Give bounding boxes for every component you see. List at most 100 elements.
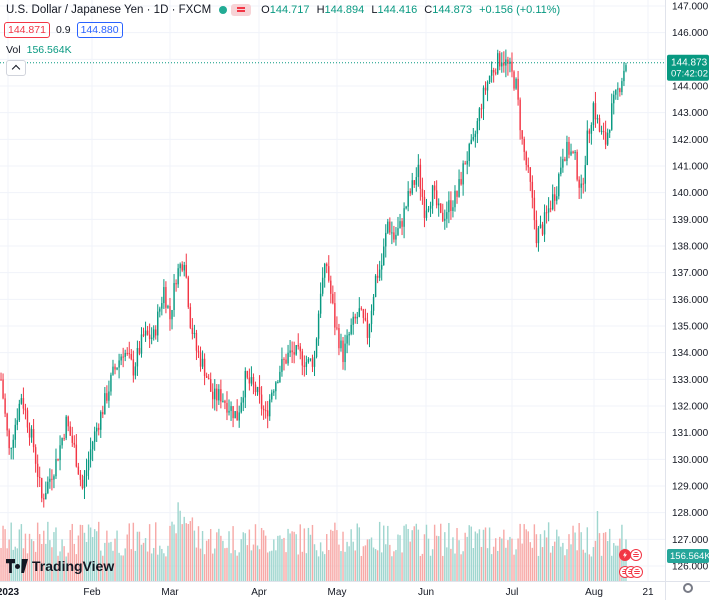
volume-bar bbox=[169, 525, 171, 581]
time-tick-label: Apr bbox=[251, 587, 267, 598]
candle-body bbox=[108, 391, 110, 401]
time-axis[interactable]: 2023 Feb Mar Apr May Jun Jul Aug 21 bbox=[0, 581, 710, 599]
candle-body bbox=[409, 191, 411, 194]
candle-body bbox=[110, 374, 112, 392]
candle-body bbox=[370, 310, 373, 325]
candle-body bbox=[342, 340, 344, 363]
candle-body bbox=[224, 400, 226, 403]
candle-body bbox=[395, 234, 397, 240]
volume-bar bbox=[309, 534, 312, 581]
collapse-chevron-icon[interactable] bbox=[6, 60, 26, 76]
symbol-title[interactable]: U.S. Dollar / Japanese Yen · 1D · FXCM bbox=[6, 4, 212, 16]
spread-value: 0.9 bbox=[55, 24, 71, 36]
candle-body bbox=[372, 296, 375, 311]
candle-body bbox=[236, 411, 238, 421]
candle-body bbox=[212, 391, 214, 400]
candle-body bbox=[328, 266, 330, 281]
settings-gear-icon[interactable] bbox=[683, 583, 693, 593]
volume-bar bbox=[431, 549, 434, 581]
volume-bar bbox=[407, 528, 409, 581]
candle-body bbox=[262, 408, 265, 411]
volume-bar bbox=[63, 546, 65, 581]
volume-bar bbox=[606, 541, 609, 581]
volume-bar bbox=[159, 545, 161, 581]
volume-bar bbox=[582, 549, 584, 581]
volume-bar bbox=[354, 550, 356, 581]
candle-body bbox=[130, 353, 133, 360]
candle-body bbox=[338, 328, 340, 349]
candle-body bbox=[134, 366, 137, 376]
volume-bar bbox=[562, 542, 564, 581]
sell-button[interactable]: 144.871 bbox=[4, 22, 50, 38]
volume-bar bbox=[291, 531, 293, 581]
candle-body bbox=[450, 200, 452, 211]
candle-body bbox=[183, 264, 185, 271]
volume-legend-label: Vol bbox=[6, 44, 21, 56]
volume-bar bbox=[448, 522, 450, 581]
volume-bar bbox=[336, 530, 338, 581]
volume-bar bbox=[273, 539, 275, 581]
market-status-icon[interactable] bbox=[231, 4, 252, 16]
volume-bar bbox=[484, 527, 487, 581]
us-flag-icon[interactable] bbox=[631, 566, 643, 578]
candle-body bbox=[521, 130, 523, 139]
volume-bar bbox=[317, 556, 320, 581]
volume-bar bbox=[18, 529, 21, 581]
candle-body bbox=[116, 367, 118, 370]
candle-body bbox=[0, 379, 2, 381]
us-flag-icon[interactable] bbox=[630, 549, 642, 561]
candle-body bbox=[611, 103, 613, 130]
volume-bar bbox=[104, 542, 106, 581]
volume-bar bbox=[338, 544, 340, 581]
candle-body bbox=[315, 338, 318, 357]
volume-bar bbox=[49, 540, 51, 581]
volume-bar bbox=[244, 533, 247, 581]
candle-body bbox=[464, 163, 466, 165]
volume-bar bbox=[409, 541, 411, 581]
volume-bar bbox=[474, 531, 477, 581]
volume-bar bbox=[588, 554, 591, 581]
candle-body bbox=[47, 481, 49, 494]
candle-body bbox=[266, 410, 269, 417]
volume-bar bbox=[122, 555, 124, 581]
candle-body bbox=[558, 174, 560, 197]
volume-bar bbox=[193, 530, 196, 581]
volume-bar bbox=[110, 541, 112, 581]
candle-body bbox=[470, 139, 472, 145]
candle-body bbox=[576, 151, 578, 180]
candle-body bbox=[169, 305, 171, 320]
volume-bar bbox=[395, 549, 397, 581]
candle-body bbox=[431, 185, 434, 206]
price-axis[interactable]: 126.000 127.000 128.000 129.000 130.000 131.0… bbox=[665, 0, 710, 600]
candle-body bbox=[452, 207, 454, 211]
volume-bar bbox=[303, 528, 306, 581]
candle-body bbox=[427, 208, 430, 211]
volume-bar bbox=[507, 540, 509, 581]
price-tick-label: 137.000 bbox=[672, 268, 709, 279]
volume-bar bbox=[370, 537, 373, 581]
candle-body bbox=[38, 476, 41, 479]
candle-body bbox=[159, 308, 161, 312]
tradingview-logo-icon bbox=[6, 559, 28, 573]
volume-bar bbox=[228, 531, 230, 581]
volume-bar bbox=[399, 535, 401, 581]
price-tick-label: 132.000 bbox=[672, 402, 709, 413]
volume-bar bbox=[67, 552, 69, 581]
candle-body bbox=[161, 303, 163, 309]
buy-button[interactable]: 144.880 bbox=[76, 22, 123, 38]
candle-body bbox=[456, 190, 458, 197]
candle-body bbox=[574, 151, 576, 154]
candle-body bbox=[515, 78, 517, 89]
candle-body bbox=[51, 478, 53, 480]
candle-body bbox=[12, 439, 14, 449]
candle-body bbox=[606, 132, 609, 145]
candle-body bbox=[244, 370, 247, 398]
candle-body bbox=[586, 130, 589, 166]
candle-body bbox=[122, 356, 124, 358]
price-axis-bg bbox=[665, 0, 710, 600]
volume-bar bbox=[307, 527, 310, 581]
tradingview-logo[interactable]: TradingView bbox=[6, 558, 114, 574]
candle-body bbox=[307, 358, 310, 363]
volume-legend[interactable]: Vol 156.564K bbox=[6, 44, 72, 56]
